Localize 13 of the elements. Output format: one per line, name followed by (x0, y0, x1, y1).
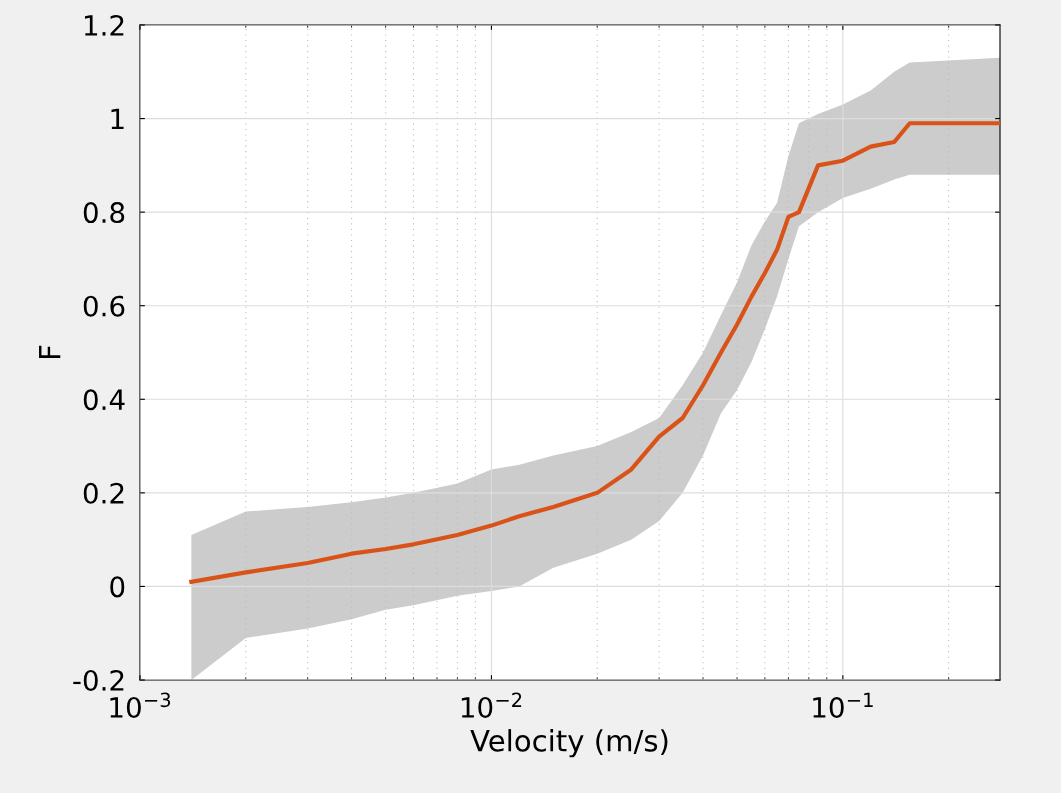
y-tick-label: 0 (110, 576, 125, 598)
x-tick-label: 10$^{−1}$ (813, 692, 873, 718)
x-tick-label: 10$^{−3}$ (110, 692, 171, 718)
y-tick-label: 1.2 (84, 14, 124, 36)
x-axis-title: Velocity (m/s) (470, 729, 668, 758)
y-tick-label: -0.2 (73, 669, 124, 691)
x-tick-label: 10$^{−2}$ (461, 692, 522, 718)
y-tick-label: 1 (111, 108, 124, 130)
y-axis-title: F (39, 345, 61, 359)
y-tick-label: 0.4 (83, 389, 125, 411)
y-tick-label: 0.6 (83, 295, 125, 317)
y-tick-label: 0.2 (83, 482, 124, 504)
y-tick-label: 0.8 (83, 202, 125, 224)
